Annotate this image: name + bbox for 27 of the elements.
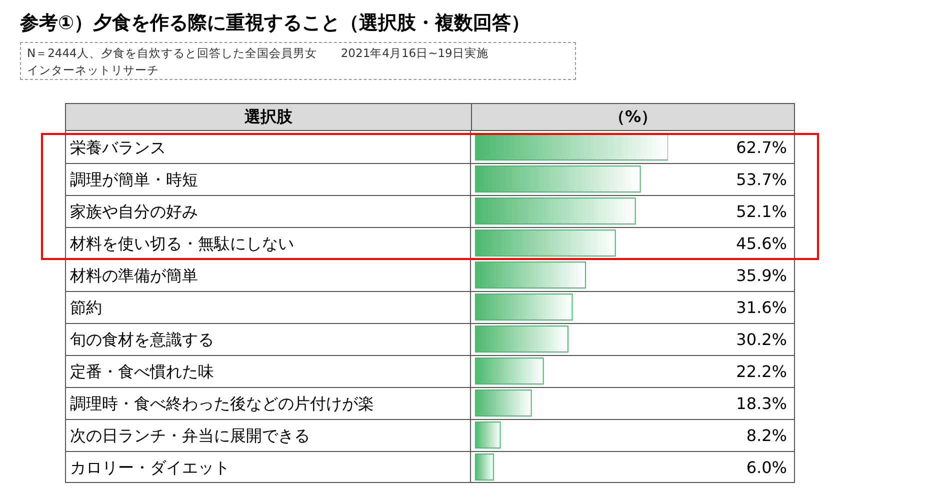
y-tick-label: 調理が簡単・時短 xyxy=(70,170,198,189)
data-label: 18.3% xyxy=(736,394,787,413)
data-label: 62.7% xyxy=(736,138,787,157)
y-tick-label: 栄養バランス xyxy=(70,138,166,157)
data-label: 52.1% xyxy=(736,202,787,221)
data-label: 35.9% xyxy=(736,266,787,285)
text: インターネットリサーチ xyxy=(27,62,160,79)
data-label: 53.7% xyxy=(736,170,787,189)
y-tick-label: 節約 xyxy=(70,298,102,317)
data-label: 31.6% xyxy=(736,298,787,317)
y-tick-label: 定番・食べ慣れた味 xyxy=(70,362,214,381)
data-label: 45.6% xyxy=(736,234,787,253)
y-tick-label: 材料の準備が簡単 xyxy=(69,266,198,285)
y-tick-label: 材料を使い切る・無駄にしない xyxy=(69,234,294,253)
y-tick-label: 旬の食材を意識する xyxy=(70,330,214,349)
y-tick-label: 家族や自分の好み xyxy=(70,202,198,221)
data-label: 6.0% xyxy=(746,458,787,477)
data-label: 30.2% xyxy=(736,330,787,349)
text: N＝2444人、夕食を自炊すると回答した全国会員男女 2021年4月16日~19日実施 xyxy=(27,45,490,62)
y-tick-label: カロリー・ダイエット xyxy=(70,458,230,477)
data-label: 8.2% xyxy=(746,426,787,445)
text: 参考①）夕食を作る際に重視すること（選択肢・複数回答） xyxy=(20,11,530,36)
x-axis-title: （%） xyxy=(608,106,658,128)
data-label: 22.2% xyxy=(736,362,787,381)
y-tick-label: 調理時・食べ終わった後などの片付けが楽 xyxy=(70,394,374,413)
y-axis-title: 選択肢 xyxy=(66,104,472,130)
y-tick-label: 次の日ランチ・弁当に展開できる xyxy=(70,426,310,445)
